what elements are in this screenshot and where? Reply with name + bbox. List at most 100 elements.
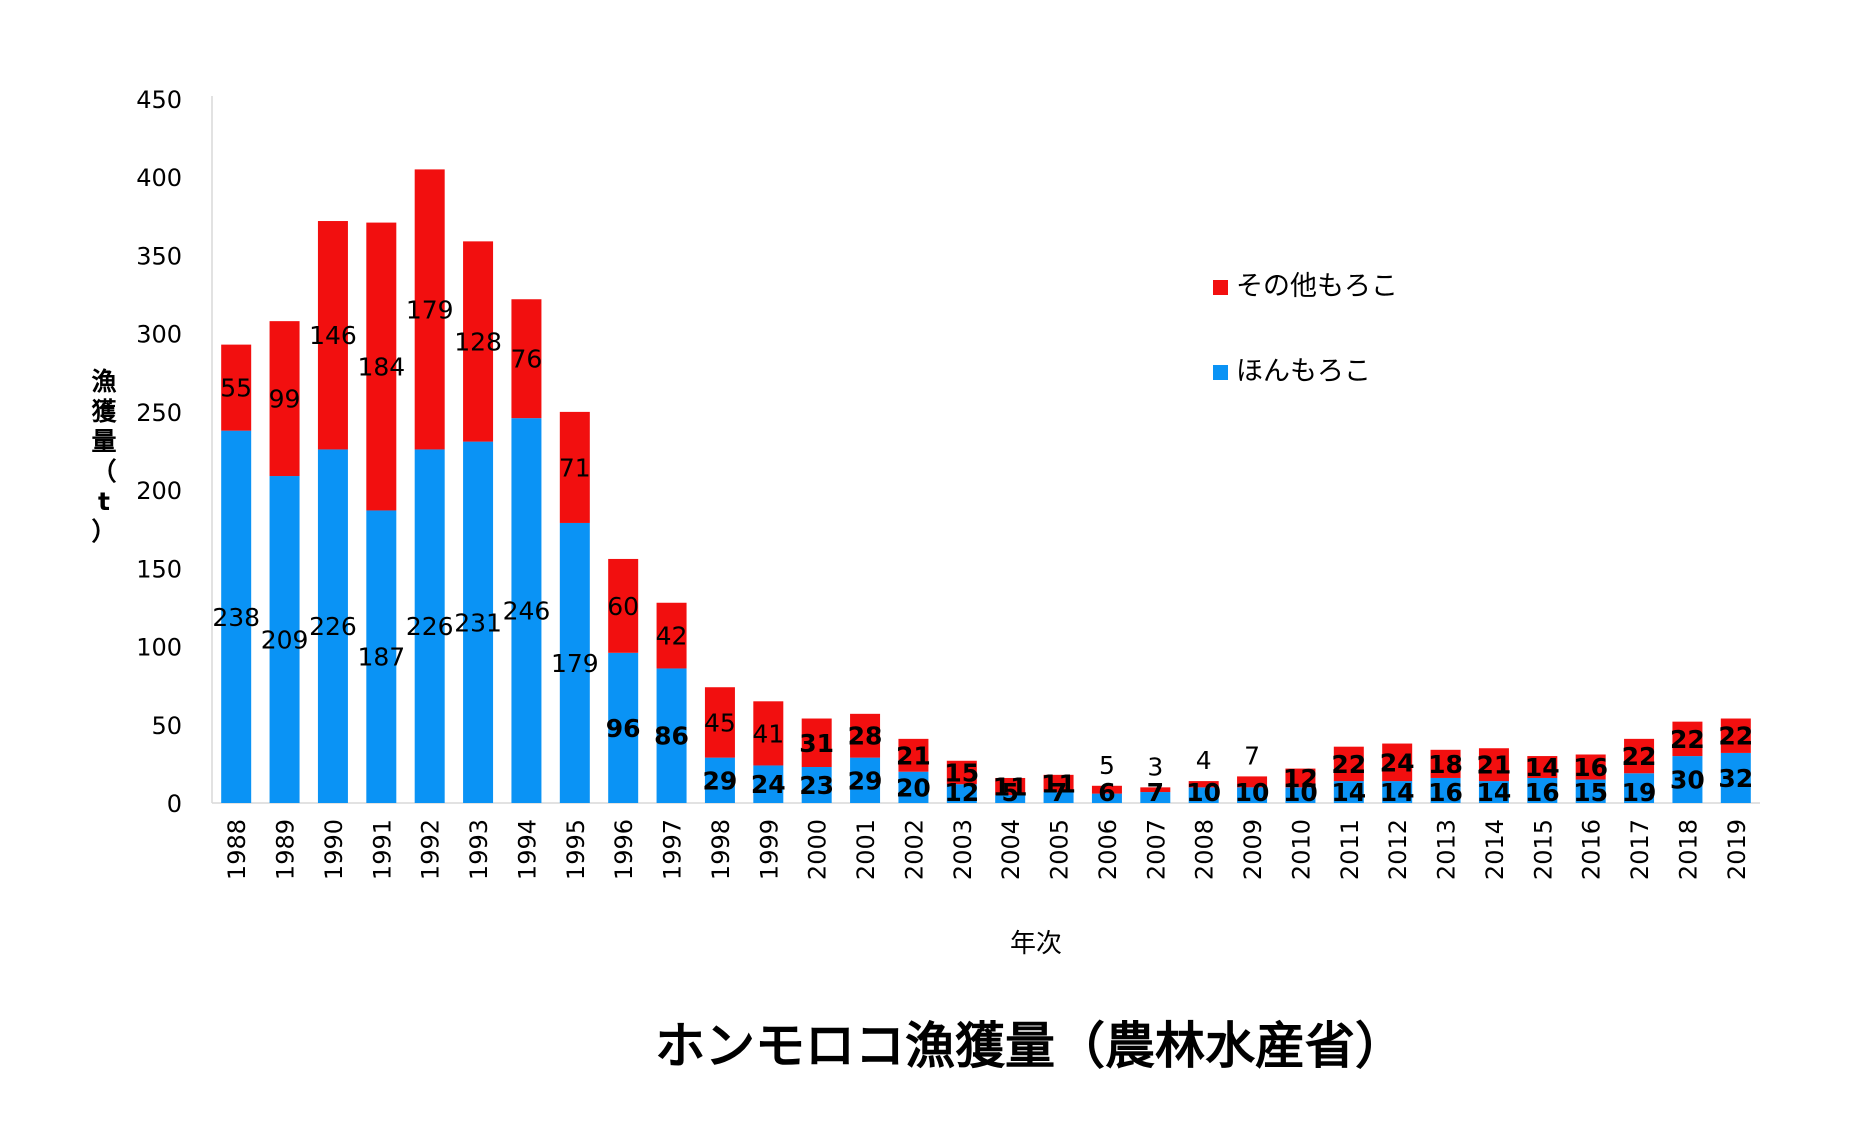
data-label-honmoroko: 16 [1525,778,1560,807]
data-label-other: 60 [607,592,639,621]
x-tick-label: 2017 [1626,819,1654,880]
data-label-honmoroko: 226 [406,612,454,641]
y-tick-label: 400 [136,164,182,192]
bar-segment-honmoroko [898,771,929,803]
data-label-other: 4 [1196,746,1212,775]
bar-segment-other-moroko [608,558,639,653]
data-label-honmoroko: 14 [1380,778,1415,807]
x-tick-label: 2019 [1723,819,1751,880]
x-tick-label: 1998 [707,819,735,880]
bar-segment-other-moroko [1575,754,1606,780]
bar-segment-honmoroko [1624,773,1655,803]
bar-segment-honmoroko [1672,756,1703,803]
x-tick-label: 2000 [804,819,832,880]
data-label-honmoroko: 10 [1283,778,1318,807]
data-label-other: 22 [1622,742,1657,771]
data-label-honmoroko: 19 [1622,778,1657,807]
x-tick-label: 2014 [1481,819,1509,880]
data-label-honmoroko: 226 [309,612,357,641]
bars [221,169,1751,803]
x-tick-label: 1994 [513,819,541,880]
data-labels: 5523899209146226184187179226128231762467… [212,295,1753,807]
data-label-honmoroko: 5 [1001,778,1018,807]
bar-segment-other-moroko [1043,774,1074,793]
data-label-other: 128 [454,327,502,356]
data-label-other: 99 [269,385,301,414]
bar-segment-other-moroko [1430,749,1461,778]
bar-segment-other-moroko [1527,756,1558,778]
bar-segment-honmoroko [1188,787,1219,803]
bar-segment-honmoroko [1091,793,1122,803]
data-label-honmoroko: 10 [1235,778,1270,807]
data-label-other: 22 [1670,725,1705,754]
x-tick-label: 2009 [1239,819,1267,880]
data-label-honmoroko: 246 [503,597,551,626]
bar-segment-other-moroko [1672,721,1703,757]
bar-segment-other-moroko [1382,743,1413,782]
y-tick-label: 50 [151,712,182,740]
x-tick-label: 2005 [1046,819,1074,880]
data-label-other: 16 [1573,753,1608,782]
x-tick-label: 1997 [659,819,687,880]
data-label-other: 71 [559,453,591,482]
bar-segment-honmoroko [1333,781,1364,803]
y-tick-label: 250 [136,399,182,427]
data-label-other: 42 [656,622,688,651]
data-label-other: 11 [993,773,1028,802]
bar-segment-honmoroko [995,795,1026,803]
bar-segment-honmoroko [463,441,494,803]
bar-segment-other-moroko [366,222,397,511]
data-label-honmoroko: 10 [1186,778,1221,807]
data-label-honmoroko: 86 [654,722,689,751]
legend-swatch [1213,280,1228,295]
data-label-other: 5 [1099,751,1115,780]
bar-segment-honmoroko [801,767,832,803]
x-tick-label: 2011 [1336,819,1364,880]
bar-segment-other-moroko [1140,787,1171,793]
bar-segment-honmoroko [1720,752,1751,803]
x-tick-label: 1995 [562,819,590,880]
x-axis-title: 年次 [1010,929,1062,959]
x-tick-label: 1992 [417,819,445,880]
bar-segment-other-moroko [1285,768,1316,788]
x-tick-label: 2001 [852,819,880,880]
bar-segment-other-moroko [850,713,881,758]
bar-segment-honmoroko [366,510,397,803]
data-label-other: 15 [944,758,979,787]
bar-segment-other-moroko [898,738,929,772]
bar-segment-honmoroko [1285,787,1316,803]
data-label-other: 24 [1380,748,1415,777]
bar-segment-other-moroko [463,241,494,442]
x-tick-label: 1993 [465,819,493,880]
x-tick-label: 2007 [1142,819,1170,880]
data-label-other: 179 [406,295,454,324]
y-tick-label: 200 [136,477,182,505]
data-label-honmoroko: 7 [1147,778,1164,807]
data-label-honmoroko: 209 [261,626,309,655]
data-label-other: 28 [848,722,883,751]
x-tick-label: 1999 [755,819,783,880]
x-tick-label: 2002 [900,819,928,880]
data-label-honmoroko: 179 [551,649,599,678]
bar-segment-other-moroko [1188,781,1219,788]
bar-segment-honmoroko [414,449,445,803]
data-label-honmoroko: 14 [1477,778,1512,807]
data-label-other: 22 [1718,722,1753,751]
bar-segment-honmoroko [559,522,590,803]
x-tick-label: 2010 [1287,819,1315,880]
x-tick-label: 1990 [320,819,348,880]
y-axis: 0 50 100 150 200 250 300 350 400 450 [136,86,1760,818]
data-label-honmoroko: 14 [1331,778,1366,807]
x-tick-label: 2003 [949,819,977,880]
legend-label: ほんもろこ [1236,356,1371,387]
data-label-other: 76 [511,345,543,374]
x-tick-label: 2008 [1191,819,1219,880]
y-tick-label: 350 [136,242,182,270]
data-label-other: 22 [1331,750,1366,779]
y-tick-label: 0 [167,790,182,818]
data-label-other: 14 [1525,753,1560,782]
data-label-other: 11 [1041,769,1076,798]
data-label-other: 7 [1244,741,1260,770]
bar-segment-other-moroko [317,221,348,450]
